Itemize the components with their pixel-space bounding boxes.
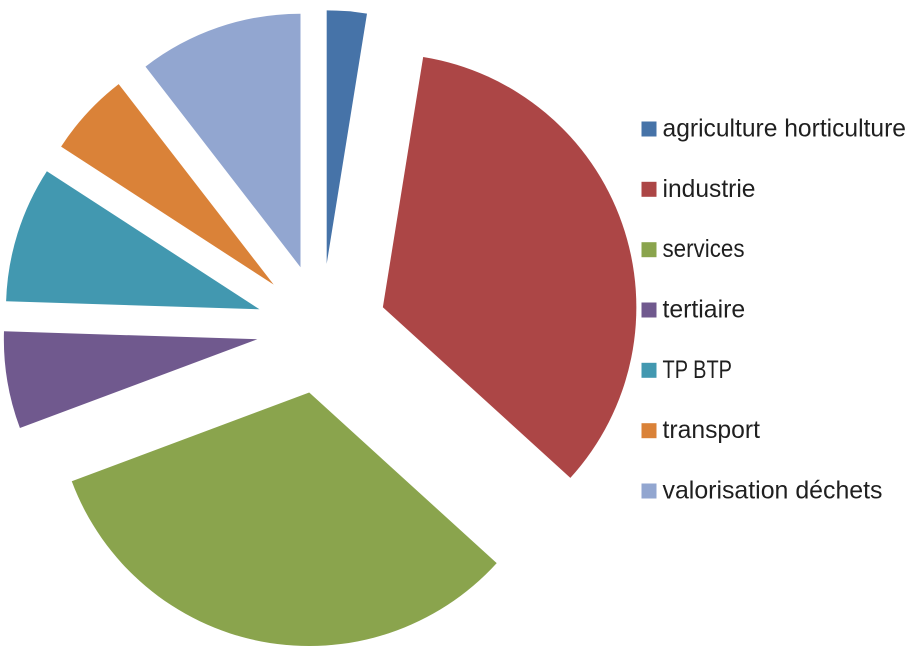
svg-text:industrie: industrie	[663, 176, 756, 203]
svg-text:tertiaire: tertiaire	[663, 297, 746, 324]
svg-text:transport: transport	[663, 417, 761, 444]
svg-text:valorisation déchets: valorisation déchets	[663, 478, 883, 505]
svg-text:agriculture horticulture: agriculture horticulture	[663, 116, 907, 143]
svg-text:TP BTP: TP BTP	[663, 357, 733, 384]
svg-text:services: services	[663, 236, 745, 263]
